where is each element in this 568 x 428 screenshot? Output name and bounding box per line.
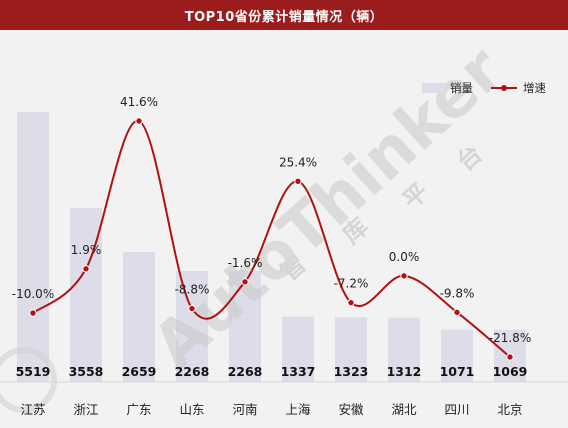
chart-legend: 销量 增速 — [422, 80, 546, 96]
bar-6 — [282, 316, 314, 382]
bar-value-label-2: 3558 — [69, 364, 104, 379]
bar-value-label-3: 2659 — [122, 364, 157, 379]
growth-point-4 — [188, 304, 196, 313]
bar-series — [17, 112, 526, 382]
growth-point-5 — [241, 278, 249, 286]
bar-1 — [17, 112, 49, 382]
legend-line-swatch — [491, 83, 517, 93]
growth-point-7 — [347, 298, 355, 307]
watermark-char-4: 台 — [451, 140, 488, 177]
bar-8 — [388, 317, 420, 382]
bar-value-label-6: 1337 — [281, 364, 316, 379]
growth-label-7: -7.2% — [334, 277, 369, 291]
growth-point-1 — [29, 309, 37, 317]
x-tick-label-1: 江苏 — [20, 402, 45, 417]
bar-value-label-5: 2268 — [228, 364, 263, 379]
growth-label-5: -1.6% — [228, 256, 263, 270]
bar-value-label-1: 5519 — [16, 364, 51, 379]
bar-4 — [176, 271, 208, 382]
bar-value-label-10: 1069 — [493, 364, 528, 379]
x-tick-label-4: 山东 — [179, 402, 204, 417]
legend-item-sales: 销量 — [422, 80, 473, 96]
bar-2 — [70, 207, 102, 382]
bar-9 — [441, 329, 473, 382]
growth-label-8: 0.0% — [389, 250, 420, 264]
x-tick-label-10: 北京 — [497, 402, 522, 417]
x-tick-label-8: 湖北 — [391, 402, 417, 417]
x-tick-label-6: 上海 — [285, 402, 311, 417]
legend-item-growth: 增速 — [491, 80, 546, 96]
growth-label-4: -8.8% — [175, 283, 210, 297]
bar-value-label-7: 1323 — [334, 364, 369, 379]
bar-5 — [229, 271, 261, 382]
growth-point-6 — [294, 177, 302, 186]
growth-point-9 — [453, 308, 461, 317]
x-tick-label-2: 浙江 — [73, 402, 98, 417]
growth-label-1: -10.0% — [12, 287, 54, 301]
growth-label-3: 41.6% — [120, 95, 158, 109]
growth-line — [32, 119, 511, 358]
growth-point-10 — [506, 353, 514, 361]
growth-label-6: 25.4% — [279, 155, 317, 169]
bar-value-label-9: 1071 — [440, 364, 475, 379]
growth-label-2: 1.9% — [71, 243, 102, 257]
growth-label-9: -9.8% — [440, 286, 475, 300]
legend-sales-label: 销量 — [450, 81, 473, 95]
bar-value-label-4: 2268 — [175, 364, 210, 379]
x-tick-label-5: 河南 — [232, 402, 257, 417]
bar-value-label-8: 1312 — [387, 364, 422, 379]
x-tick-label-3: 广东 — [126, 402, 151, 417]
growth-point-3 — [135, 117, 143, 125]
growth-point-8 — [400, 272, 408, 280]
growth-label-10: -21.8% — [489, 331, 531, 345]
x-tick-label-7: 安徽 — [338, 402, 364, 417]
legend-growth-label: 增速 — [523, 81, 546, 95]
bar-7 — [335, 317, 367, 382]
growth-point-2 — [82, 265, 90, 273]
x-tick-label-9: 四川 — [444, 402, 469, 417]
bar-3 — [123, 251, 155, 382]
chart-title: TOP10省份累计销量情况（辆） — [0, 0, 568, 30]
legend-bar-swatch — [422, 83, 444, 93]
watermark-logo — [0, 347, 57, 413]
